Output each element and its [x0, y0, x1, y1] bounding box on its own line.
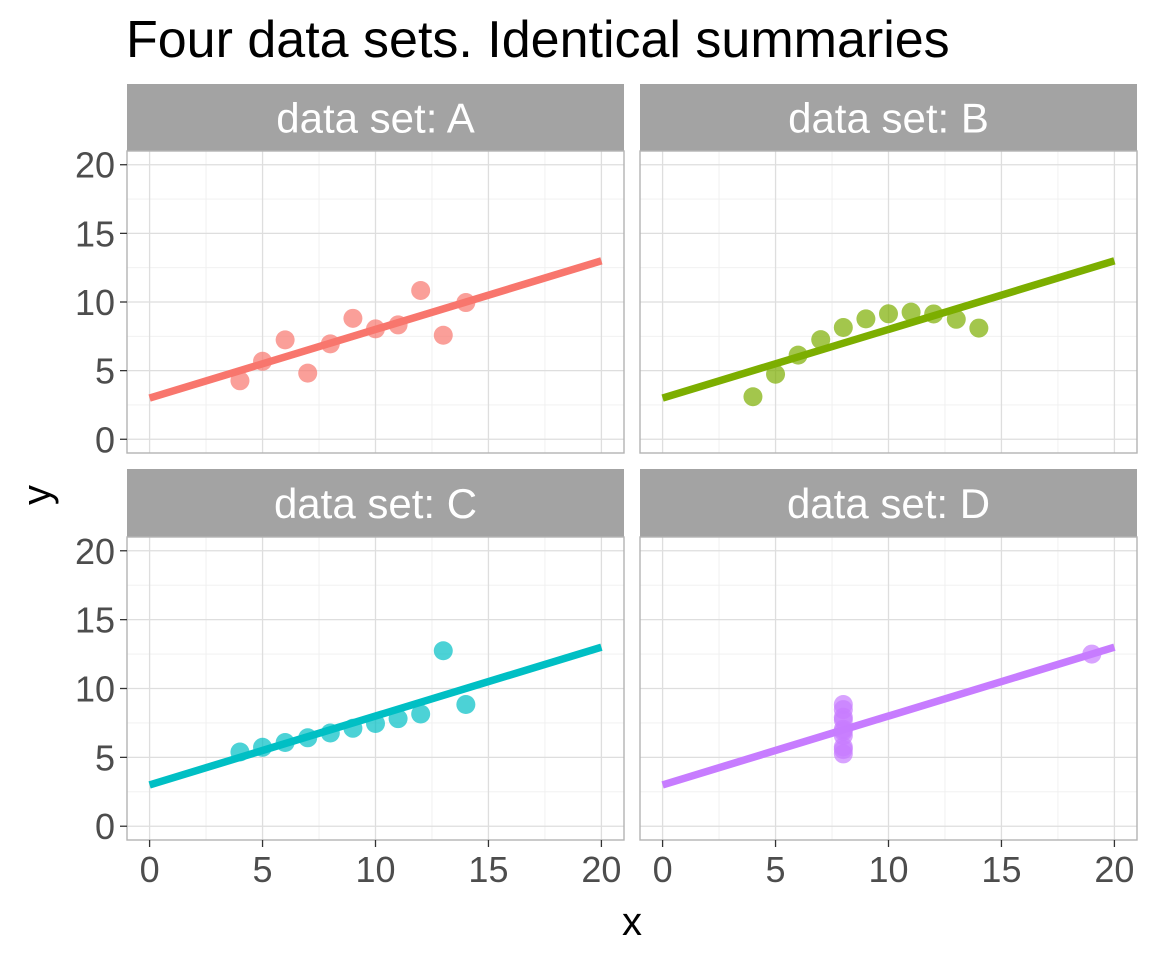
facet-strip	[640, 469, 1137, 537]
facet-panel: data set: B	[639, 84, 1138, 454]
data-point	[456, 293, 476, 313]
x-tick-label: 20	[581, 849, 621, 890]
x-tick-label: 10	[868, 849, 908, 890]
data-point	[433, 641, 453, 661]
x-tick-label: 20	[1094, 849, 1134, 890]
data-point	[253, 737, 273, 757]
data-point	[366, 319, 385, 339]
facet-strip-label: data set: D	[787, 480, 990, 527]
y-tick-label: 20	[75, 145, 115, 186]
data-point	[1082, 644, 1102, 664]
facet-panels: data set: A 0 5 10 15 20 data set: B data set: …	[75, 84, 1138, 890]
y-tick-label: 5	[95, 351, 115, 392]
data-point	[856, 309, 876, 329]
data-point	[298, 363, 318, 383]
data-point	[833, 740, 853, 760]
data-point	[411, 704, 431, 724]
data-point	[320, 723, 340, 743]
facet-strip-label: data set: B	[788, 95, 989, 142]
data-point	[388, 315, 408, 335]
data-point	[833, 707, 853, 727]
data-point	[788, 345, 808, 365]
data-point	[969, 318, 989, 338]
data-point	[924, 304, 944, 324]
facet-strip	[127, 469, 624, 537]
data-point	[230, 371, 250, 391]
data-point	[343, 718, 363, 738]
y-tick-label: 15	[75, 213, 115, 254]
data-point	[743, 387, 763, 407]
x-tick-label: 5	[766, 849, 786, 890]
data-point	[946, 309, 966, 329]
y-tick-label: 15	[75, 600, 115, 641]
y-tick-label: 5	[95, 737, 115, 778]
data-point	[388, 709, 408, 729]
x-tick-label: 0	[140, 849, 160, 890]
y-tick-label: 20	[75, 531, 115, 572]
regression-line	[661, 257, 1116, 402]
y-tick-label: 10	[75, 669, 115, 710]
data-point	[833, 721, 853, 741]
facet-strip	[127, 84, 624, 151]
facet-strip-label: data set: C	[274, 480, 477, 527]
x-tick-label: 5	[253, 849, 273, 890]
data-point	[411, 280, 431, 300]
x-axis-title: x	[622, 900, 642, 944]
y-tick-label: 0	[95, 806, 115, 847]
data-point	[275, 732, 295, 752]
data-point	[879, 304, 898, 324]
data-point	[343, 308, 363, 328]
y-tick-label: 0	[95, 419, 115, 460]
facet-panel: data set: A 0 5 10 15 20	[75, 84, 625, 460]
y-tick-label: 10	[75, 282, 115, 323]
data-point	[253, 351, 273, 371]
data-point	[230, 742, 250, 762]
data-point	[366, 713, 385, 733]
data-point	[275, 330, 295, 350]
x-tick-label: 0	[653, 849, 673, 890]
data-point	[901, 302, 921, 322]
regression-line	[661, 643, 1116, 789]
data-point	[811, 330, 831, 350]
data-point	[833, 318, 853, 338]
data-point	[298, 728, 318, 748]
chart-title: Four data sets. Identical summaries	[126, 11, 950, 69]
x-tick-label: 10	[355, 849, 395, 890]
facet-strip-label: data set: A	[276, 95, 474, 142]
y-axis-title: y	[15, 485, 59, 505]
facet-panel: data set: C 0 5 10 15 20 0 5 10 15 20	[75, 469, 625, 890]
data-point	[766, 364, 786, 384]
data-point	[456, 694, 476, 714]
facet-strip	[640, 84, 1137, 151]
facet-panel: data set: D 0 5 10 15 20	[639, 469, 1138, 890]
x-tick-label: 15	[468, 849, 508, 890]
panel-border	[639, 150, 1138, 454]
data-point	[433, 325, 453, 345]
data-point	[320, 334, 340, 354]
x-tick-label: 15	[981, 849, 1021, 890]
